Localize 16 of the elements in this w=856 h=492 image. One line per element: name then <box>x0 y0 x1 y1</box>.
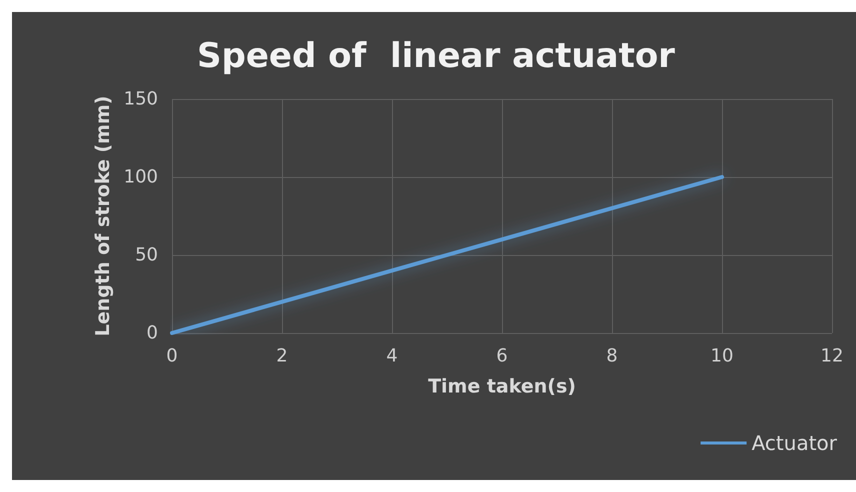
y-axis-title: Length of stroke (mm) <box>92 96 114 336</box>
chart-title: Speed of linear actuator <box>197 36 676 76</box>
x-tick-label: 0 <box>166 346 178 366</box>
line-series <box>170 175 724 335</box>
x-tick-label: 10 <box>710 346 734 366</box>
y-tick-label: 50 <box>135 244 158 266</box>
x-tick-label: 4 <box>386 346 398 366</box>
y-tick-label: 0 <box>146 322 158 344</box>
y-tick-label: 150 <box>124 88 158 110</box>
legend-label: Actuator <box>752 431 838 455</box>
x-tick-label: 2 <box>276 346 288 366</box>
x-axis-title: Time taken(s) <box>428 376 576 398</box>
x-tick-label: 12 <box>820 346 844 366</box>
x-tick-label: 6 <box>496 346 508 366</box>
x-tick-label: 8 <box>606 346 618 366</box>
y-tick-label: 100 <box>124 166 158 188</box>
